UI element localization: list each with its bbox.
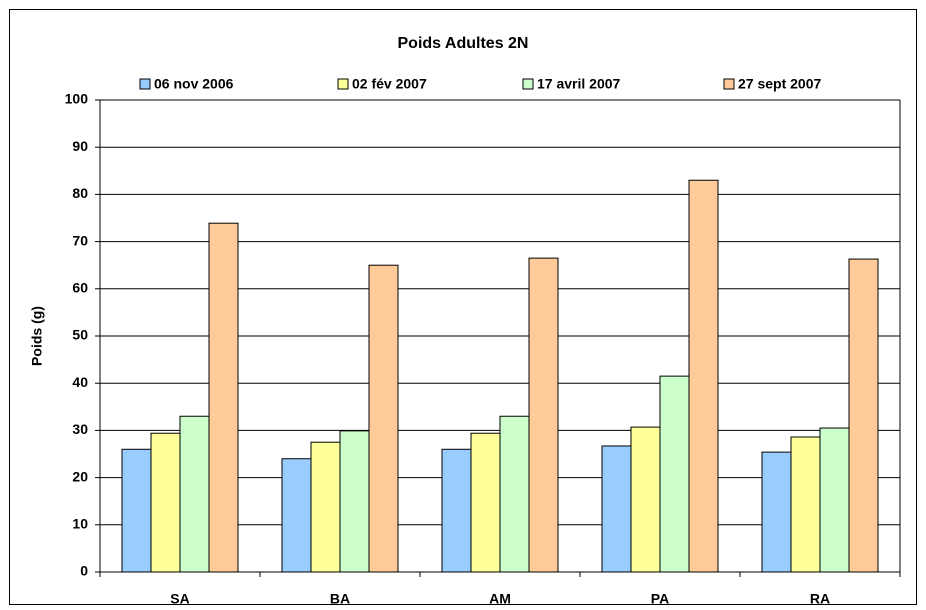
bar <box>528 257 559 573</box>
y-tick-label: 60 <box>72 280 88 296</box>
legend-swatch <box>723 78 735 90</box>
bar <box>688 179 719 573</box>
bar <box>470 432 501 573</box>
bar <box>441 448 472 573</box>
x-tick-label: BA <box>330 591 350 607</box>
bar <box>848 258 879 573</box>
y-tick-label: 30 <box>72 421 88 437</box>
bar <box>208 222 239 573</box>
x-tick-label: PA <box>651 591 669 607</box>
bar <box>310 441 341 573</box>
chart-title: Poids Adultes 2N <box>398 35 529 52</box>
y-tick-label: 70 <box>72 232 88 248</box>
legend-swatch <box>139 78 151 90</box>
legend-swatch <box>337 78 349 90</box>
legend-label: 27 sept 2007 <box>738 76 821 92</box>
y-axis-title: Poids (g) <box>29 306 45 366</box>
y-tick-label: 20 <box>72 468 88 484</box>
y-tick-label: 50 <box>72 327 88 343</box>
bar <box>630 426 661 573</box>
bar <box>179 415 210 573</box>
bar <box>761 451 792 573</box>
bar <box>819 427 850 573</box>
y-tick-label: 80 <box>72 185 88 201</box>
legend-swatch <box>522 78 534 90</box>
y-tick-label: 90 <box>72 138 88 154</box>
bar <box>150 432 181 573</box>
bar <box>281 458 312 573</box>
y-tick-label: 10 <box>72 516 88 532</box>
x-tick-label: RA <box>810 591 830 607</box>
bar <box>499 415 530 573</box>
y-tick-label: 40 <box>72 374 88 390</box>
legend-label: 06 nov 2006 <box>154 76 234 92</box>
bar <box>659 375 690 573</box>
x-tick-label: SA <box>170 591 189 607</box>
x-tick-label: AM <box>489 591 511 607</box>
bar <box>368 264 399 573</box>
bar <box>790 436 821 573</box>
legend-label: 17 avril 2007 <box>537 76 621 92</box>
y-tick-label: 0 <box>80 563 88 579</box>
bar <box>121 448 152 573</box>
legend-label: 02 fév 2007 <box>352 76 427 92</box>
y-tick-label: 100 <box>65 91 89 107</box>
bar <box>339 430 370 573</box>
bar <box>601 445 632 573</box>
